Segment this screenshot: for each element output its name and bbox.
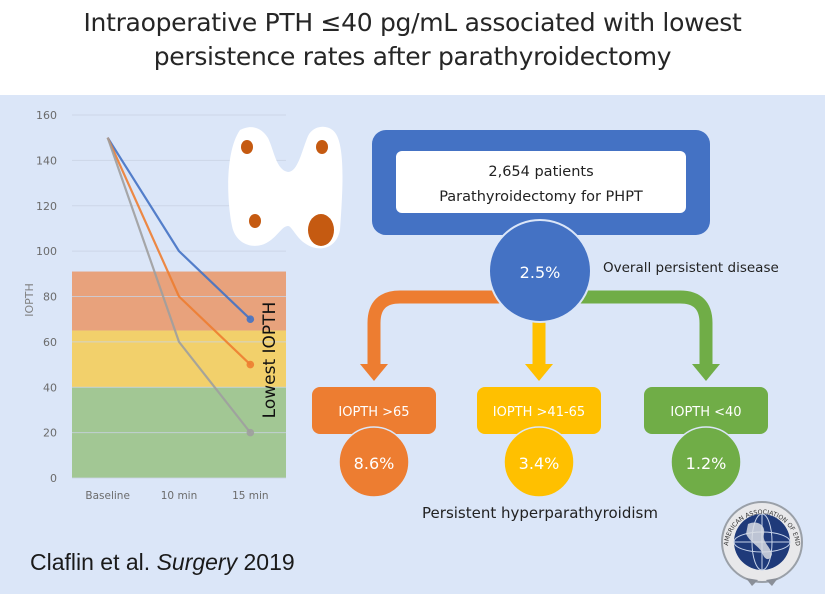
branch-box (477, 387, 601, 434)
citation: Claflin et al. Surgery 2019 (30, 549, 295, 576)
title-line-1: Intraoperative PTH ≤40 pg/mL associated … (83, 8, 742, 37)
lowest-iopth-annotation: Lowest IOPTH (260, 302, 280, 419)
y-tick-label: 0 (50, 472, 57, 485)
persistent-hpt-label: Persistent hyperparathyroidism (422, 504, 658, 522)
branch-0: IOPTH >65 8.6% (312, 387, 436, 498)
y-axis-ticks: 0 20 40 60 80 100 120 140 160 (36, 109, 57, 485)
branch-circle (503, 426, 575, 498)
y-tick-label: 20 (43, 427, 57, 440)
y-tick-label: 80 (43, 291, 57, 304)
branch-1: IOPTH >41-65 3.4% (477, 387, 601, 498)
branch-circle (338, 426, 410, 498)
orange-arrowhead (360, 364, 388, 381)
branch-label: IOPTH >65 (338, 405, 409, 420)
aaes-logo: AMERICAN ASSOCIATION OF ENDOCRINE SURGEO… (721, 501, 803, 586)
yellow-arrowhead (525, 364, 553, 381)
overall-persistence: 2.5% Overall persistent disease (488, 219, 779, 323)
branch-label: IOPTH >41-65 (493, 405, 585, 420)
citation-journal: Surgery (156, 549, 238, 575)
iopth-bands (72, 271, 286, 478)
x-axis-ticks: Baseline 10 min 15 min (85, 490, 268, 502)
series-endpoint-gray (246, 428, 255, 437)
branch-arrows (360, 290, 720, 381)
overall-value: 2.5% (520, 263, 561, 282)
x-tick-label: 15 min (232, 490, 269, 502)
branch-value: 3.4% (519, 454, 560, 473)
title-line-2: persistence rates after parathyroidectom… (153, 42, 672, 71)
y-tick-label: 160 (36, 109, 57, 122)
y-tick-label: 140 (36, 154, 57, 167)
branch-box (644, 387, 768, 434)
x-tick-label: 10 min (161, 490, 198, 502)
y-tick-label: 120 (36, 200, 57, 213)
iopth-branches: IOPTH >65 8.6% IOPTH >41-65 3.4% IOPTH <40 1.… (312, 387, 768, 498)
branch-value: 1.2% (686, 454, 727, 473)
parathyroid-gland (316, 140, 328, 154)
series-endpoint-orange (246, 360, 255, 369)
overall-label: Overall persistent disease (603, 260, 779, 276)
chart-series (106, 137, 255, 437)
citation-year: 2019 (237, 549, 295, 575)
y-tick-label: 40 (43, 381, 57, 394)
branch-2: IOPTH <40 1.2% (644, 387, 768, 498)
y-axis-label: IOPTH (23, 283, 36, 317)
green-arrowhead (692, 364, 720, 381)
x-tick-label: Baseline (85, 490, 130, 502)
page-title: Intraoperative PTH ≤40 pg/mL associated … (0, 6, 825, 74)
branch-box (312, 387, 436, 434)
parathyroid-adenoma (308, 214, 334, 246)
branch-value: 8.6% (354, 454, 395, 473)
cohort-procedure: Parathyroidectomy for PHPT (439, 189, 643, 205)
y-tick-label: 60 (43, 336, 57, 349)
parathyroid-gland (241, 140, 253, 154)
orange-arrow (367, 290, 500, 365)
series-endpoint-blue (246, 315, 255, 323)
parathyroid-gland (249, 214, 261, 228)
series-line-blue (106, 137, 252, 320)
branch-circle (670, 426, 742, 498)
series-line-gray (106, 137, 252, 434)
thyroid-icon (228, 126, 343, 249)
iopth-band (72, 271, 286, 331)
cohort-box: 2,654 patients Parathyroidectomy for PHP… (372, 130, 710, 235)
cohort-count: 2,654 patients (488, 164, 593, 180)
citation-authors: Claflin et al. (30, 549, 157, 575)
y-tick-label: 100 (36, 245, 57, 258)
branch-label: IOPTH <40 (670, 405, 741, 420)
green-arrow (580, 290, 713, 365)
series-line-orange (106, 137, 252, 366)
iopth-line-chart: 0 20 40 60 80 100 120 140 160 Baseline 10 min 15 m… (23, 109, 286, 502)
